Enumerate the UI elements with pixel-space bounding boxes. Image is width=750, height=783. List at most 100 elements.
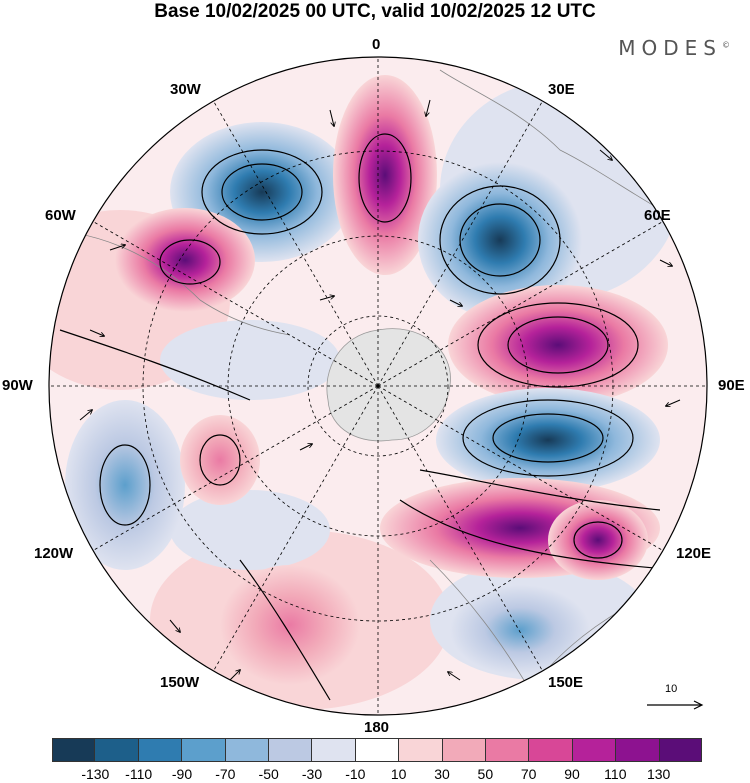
antarctica-landmass bbox=[326, 328, 451, 442]
lon-label-120e: 120E bbox=[676, 545, 712, 562]
colorbar-swatch bbox=[269, 738, 313, 762]
meridian bbox=[213, 385, 379, 672]
positive-anomaly bbox=[220, 565, 360, 685]
positive-anomaly bbox=[333, 75, 437, 275]
colorbar-swatch bbox=[659, 738, 703, 762]
colorbar-tick-label: 70 bbox=[520, 766, 537, 782]
lon-label-120w: 120W bbox=[34, 545, 74, 562]
meridian bbox=[377, 100, 543, 387]
wind-vector bbox=[448, 672, 461, 681]
colorbar-tick-label: -50 bbox=[258, 766, 279, 782]
colorbar-tick-label: -130 bbox=[81, 766, 110, 782]
colorbar-tick-label: -90 bbox=[171, 766, 193, 782]
africa-coast bbox=[439, 69, 681, 221]
wind-vector bbox=[426, 99, 431, 116]
colorbar bbox=[52, 738, 703, 762]
streamline bbox=[221, 163, 303, 221]
positive-anomaly bbox=[115, 208, 255, 312]
negative-anomaly bbox=[65, 400, 185, 570]
colorbar-swatch bbox=[399, 738, 443, 762]
streamline bbox=[462, 399, 634, 477]
streamline bbox=[492, 413, 604, 463]
wind-vector bbox=[299, 444, 312, 451]
reference-vector-label: 10 bbox=[665, 683, 678, 695]
colorbar-tick-label: -70 bbox=[215, 766, 236, 782]
streamline bbox=[59, 329, 251, 401]
meridian bbox=[377, 385, 664, 551]
lon-label-150w: 150W bbox=[160, 674, 200, 691]
wind-vector bbox=[229, 670, 240, 681]
logo-text: MODES bbox=[618, 36, 722, 60]
colorbar-tick-label: 130 bbox=[646, 766, 671, 782]
streamline bbox=[239, 559, 331, 701]
streamline bbox=[159, 239, 221, 285]
lon-label-180: 180 bbox=[364, 719, 390, 736]
streamline bbox=[419, 469, 661, 511]
colorbar-swatch bbox=[616, 738, 660, 762]
streamline bbox=[573, 521, 623, 559]
positive-anomaly bbox=[548, 500, 648, 580]
wind-vector bbox=[109, 245, 125, 251]
colorbar-swatch bbox=[225, 738, 270, 762]
reference-vector: 10 bbox=[645, 683, 705, 713]
wind-vector bbox=[79, 410, 92, 421]
anomaly-band bbox=[160, 320, 340, 400]
streamline bbox=[439, 185, 561, 295]
colorbar-swatch bbox=[355, 738, 400, 762]
colorbar-tick-label: -30 bbox=[301, 766, 323, 782]
streamline bbox=[99, 444, 151, 526]
colorbar-swatch bbox=[529, 738, 573, 762]
colorbar-swatch bbox=[572, 738, 617, 762]
streamline bbox=[459, 203, 541, 277]
streamline bbox=[507, 316, 609, 374]
wind-vector bbox=[329, 109, 334, 126]
wind-vector bbox=[666, 399, 681, 406]
streamline bbox=[199, 434, 241, 486]
lon-label-60e: 60E bbox=[644, 207, 671, 224]
lon-label-30w: 30W bbox=[170, 81, 201, 98]
colorbar-tick-label: -110 bbox=[125, 766, 153, 782]
colorbar-swatch bbox=[182, 738, 226, 762]
wind-vector bbox=[659, 259, 672, 266]
meridian bbox=[377, 385, 543, 672]
modes-logo: MODES© bbox=[618, 36, 730, 60]
positive-anomaly bbox=[180, 415, 260, 505]
negative-anomaly bbox=[450, 585, 590, 675]
streamline bbox=[201, 149, 323, 235]
lon-label-60w: 60W bbox=[45, 207, 76, 224]
anomaly-band bbox=[170, 490, 330, 570]
wind-vector bbox=[89, 329, 104, 336]
lon-label-150e: 150E bbox=[548, 674, 584, 691]
colorbar-swatch bbox=[138, 738, 183, 762]
colorbar-swatch bbox=[52, 738, 96, 762]
lon-label-30e: 30E bbox=[548, 81, 575, 98]
colorbar-tick-label: -10 bbox=[345, 766, 366, 782]
wind-vector bbox=[319, 296, 334, 301]
meridian bbox=[92, 221, 379, 387]
lon-label-0: 0 bbox=[372, 36, 381, 53]
meridian bbox=[92, 385, 379, 551]
wind-vector bbox=[599, 149, 612, 160]
latitude-circle bbox=[307, 315, 449, 457]
colorbar-swatch bbox=[95, 738, 139, 762]
colorbar-tick-label: 50 bbox=[477, 766, 494, 782]
colorbar-swatch bbox=[486, 738, 530, 762]
reference-arrow bbox=[647, 700, 704, 710]
colorbar-ticks: -130 -110 -90 -70 -50 -30 -10 10 30 50 70 90 110 130 bbox=[52, 766, 702, 782]
lon-label-90w: 90W bbox=[2, 377, 33, 394]
meridian bbox=[377, 221, 664, 387]
colorbar-tick-label: 110 bbox=[604, 766, 627, 782]
wind-vector bbox=[169, 619, 180, 632]
map-boundary bbox=[48, 56, 708, 716]
colorbar-tick-label: 90 bbox=[564, 766, 580, 782]
logo-mark: © bbox=[722, 40, 730, 50]
wind-vector bbox=[449, 299, 462, 306]
wind-vector bbox=[608, 629, 621, 640]
lon-label-90e: 90E bbox=[718, 377, 745, 394]
map-title: Base 10/02/2025 00 UTC, valid 10/02/2025… bbox=[154, 1, 596, 22]
colorbar-swatch bbox=[312, 738, 356, 762]
colorbar-swatch bbox=[442, 738, 487, 762]
meridian bbox=[213, 100, 379, 387]
streamline bbox=[477, 302, 639, 388]
